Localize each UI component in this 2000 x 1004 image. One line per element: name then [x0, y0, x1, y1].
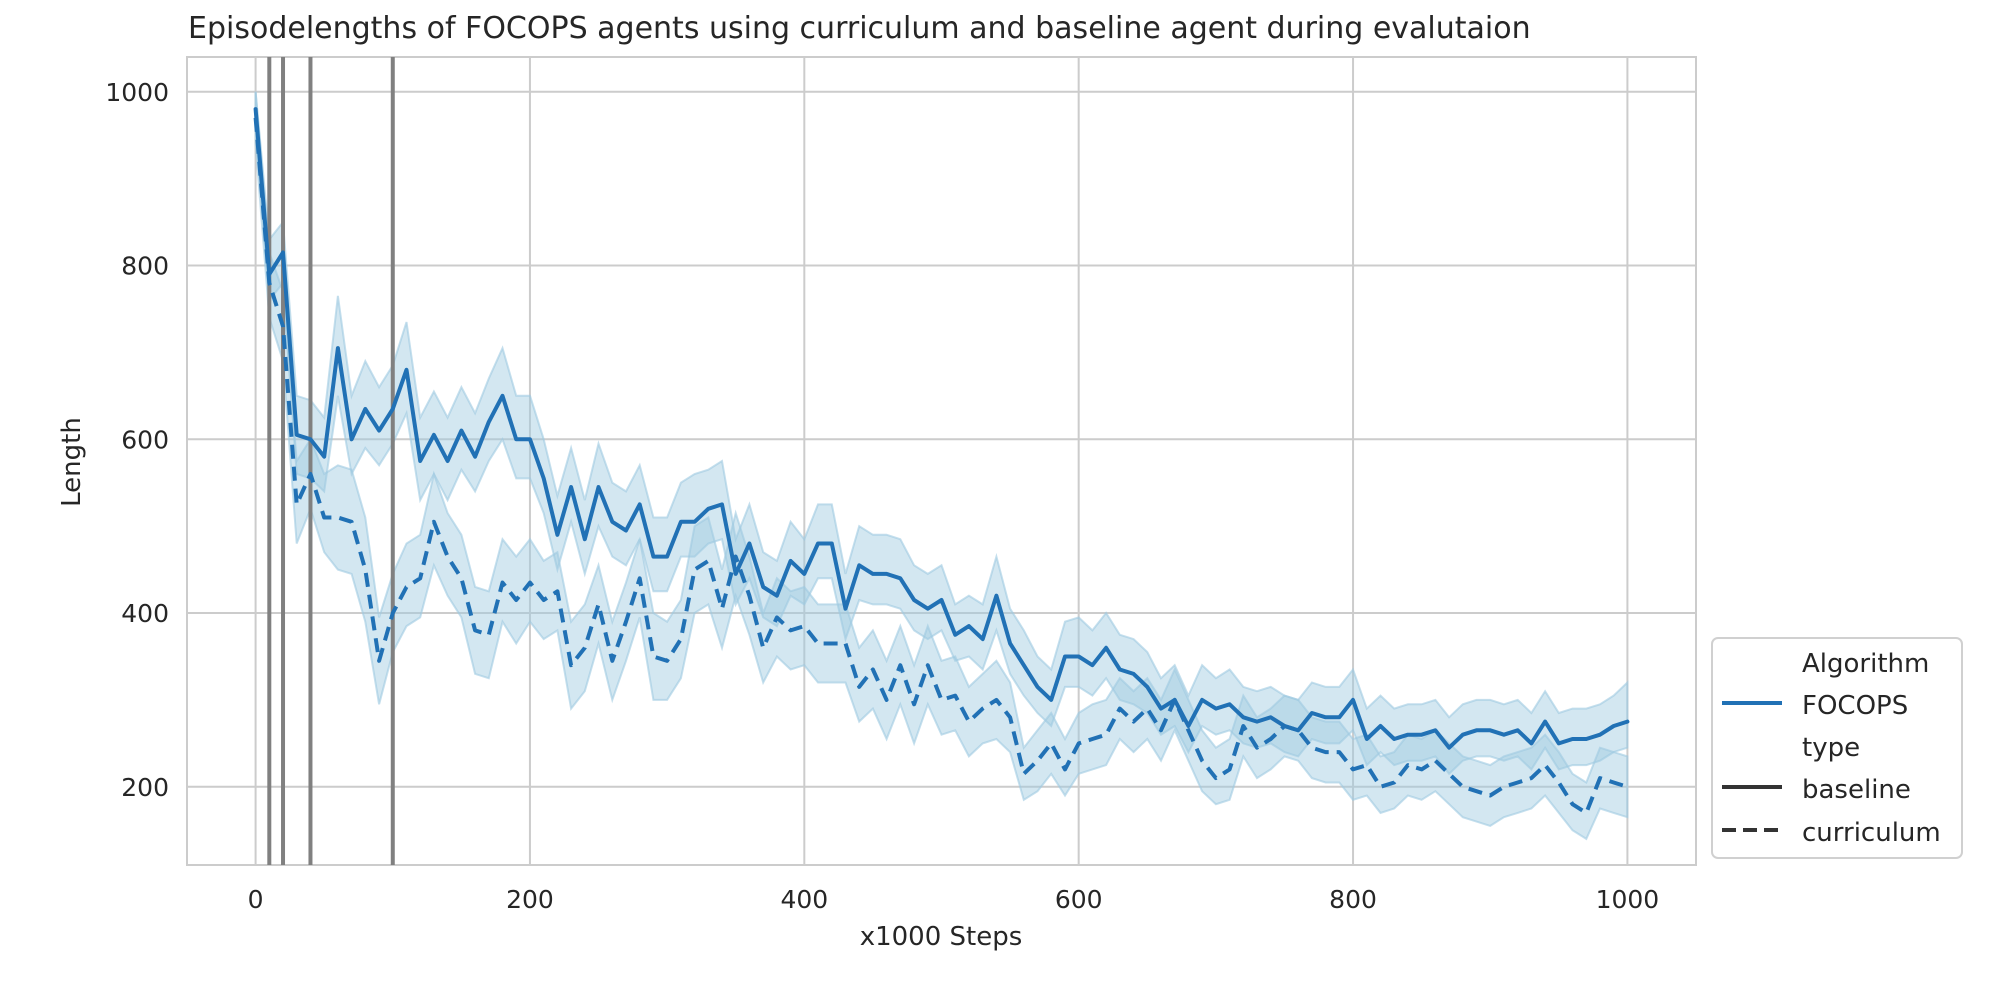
legend: Algorithm FOCOPS type baseline curriculu…: [1711, 637, 1963, 859]
y-tick-label: 1000: [105, 78, 169, 107]
x-tick-label: 0: [248, 885, 264, 914]
confidence-bands: [254, 91, 1629, 841]
confidence-band-baseline: [254, 91, 1629, 776]
chart-title: Episodelengths of FOCOPS agents using cu…: [188, 11, 1531, 46]
tick-labels: 0 200 400 600 800 1000 200 400 600 800 1000: [105, 78, 1659, 914]
y-tick-label: 600: [121, 425, 169, 454]
y-tick-label: 400: [121, 599, 169, 628]
series-lines: [253, 107, 1630, 815]
x-axis-label: x1000 Steps: [860, 922, 1023, 952]
plot-frame: [186, 56, 1697, 866]
legend-box: [1711, 637, 1963, 859]
y-tick-label: 800: [121, 252, 169, 281]
legend-label-focops: FOCOPS: [1802, 691, 1908, 721]
x-tick-label: 400: [780, 885, 828, 914]
x-tick-label: 1000: [1596, 885, 1660, 914]
legend-label-baseline: baseline: [1802, 775, 1911, 805]
x-tick-label: 600: [1055, 885, 1103, 914]
y-axis-label: Length: [57, 417, 87, 507]
series-line-baseline: [253, 107, 1630, 750]
grid-lines: [187, 57, 1696, 865]
curriculum-stage-markers: [267, 57, 395, 865]
y-tick-label: 200: [121, 773, 169, 802]
legend-label-curriculum: curriculum: [1802, 818, 1941, 848]
x-tick-label: 200: [506, 885, 554, 914]
legend-style-title: type: [1802, 733, 1860, 763]
confidence-band-curriculum: [254, 91, 1629, 841]
legend-hue-title: Algorithm: [1802, 649, 1929, 679]
x-tick-label: 800: [1329, 885, 1377, 914]
